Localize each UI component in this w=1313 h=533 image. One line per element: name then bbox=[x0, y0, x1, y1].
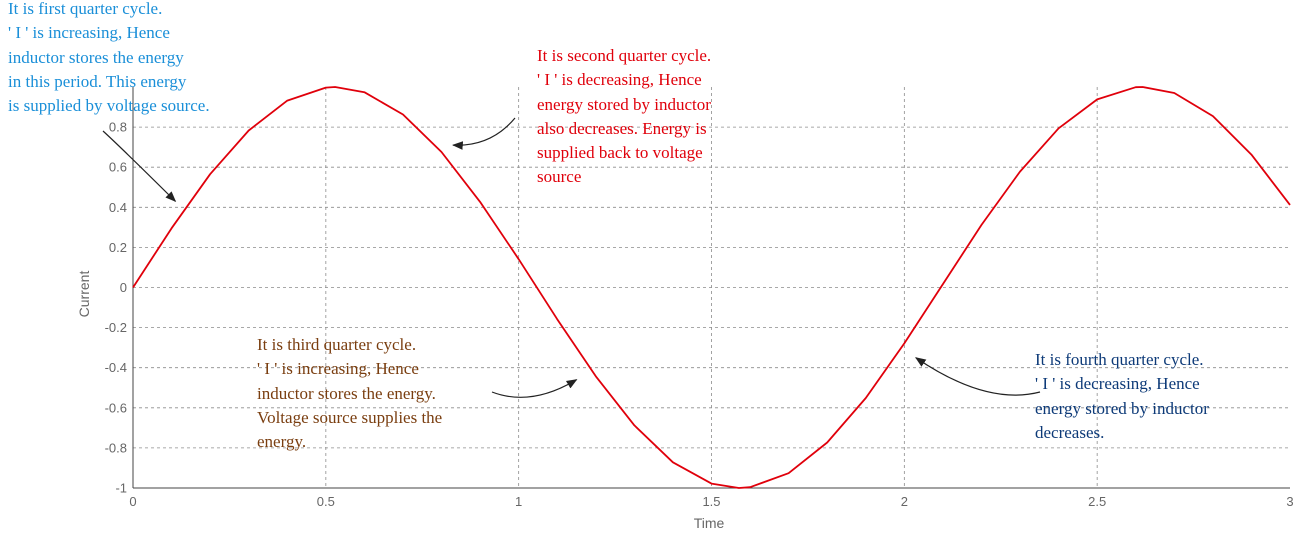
y-tick-label: -0.8 bbox=[105, 440, 127, 455]
y-tick-labels: -1 -0.8 -0.6 -0.4 -0.2 0 0.2 0.4 0.6 0.8 bbox=[105, 120, 127, 496]
annotation-first-quarter: It is first quarter cycle. ' I ' is incre… bbox=[8, 0, 210, 118]
annotation-fourth-quarter: It is fourth quarter cycle. ' I ' is decr… bbox=[1035, 348, 1209, 445]
y-tick-label: 0 bbox=[120, 280, 127, 295]
annotation-third-quarter: It is third quarter cycle. ' I ' is incre… bbox=[257, 333, 442, 454]
x-tick-label: 0.5 bbox=[317, 494, 335, 509]
annotation-line: Voltage source supplies the bbox=[257, 407, 443, 427]
x-tick-label: 0 bbox=[129, 494, 136, 509]
annotation-line: ' I ' is decreasing, Hence bbox=[537, 70, 702, 90]
x-axis-label: Time bbox=[694, 515, 725, 531]
annotation-line: energy. bbox=[257, 432, 307, 452]
annotation-line: ' I ' is increasing, Hence bbox=[8, 23, 170, 43]
current-series-line bbox=[132, 86, 1291, 489]
x-tick-label: 3 bbox=[1286, 494, 1293, 509]
annotation-arrow bbox=[915, 357, 1041, 396]
annotation-line: energy stored by inductor bbox=[537, 94, 711, 114]
annotation-line: is supplied by voltage source. bbox=[8, 96, 210, 116]
annotation-line: It is second quarter cycle. bbox=[537, 46, 712, 65]
y-tick-label: -1 bbox=[115, 481, 127, 496]
annotation-line: in this period. This energy bbox=[8, 71, 187, 91]
annotation-line: ' I ' is decreasing, Hence bbox=[1035, 374, 1200, 394]
y-tick-label: -0.6 bbox=[105, 400, 127, 415]
y-tick-label: 0.6 bbox=[109, 160, 127, 175]
annotation-second-quarter: It is second quarter cycle. ' I ' is decr… bbox=[537, 44, 711, 190]
x-tick-label: 1.5 bbox=[702, 494, 720, 509]
annotation-line: It is third quarter cycle. bbox=[257, 335, 417, 354]
annotation-line: decreases. bbox=[1035, 422, 1105, 442]
y-tick-label: 0.8 bbox=[109, 120, 127, 135]
annotation-arrow bbox=[452, 117, 516, 150]
y-axis-label: Current bbox=[76, 271, 92, 318]
y-tick-label: 0.2 bbox=[109, 240, 127, 255]
y-tick-label: -0.2 bbox=[105, 320, 127, 335]
annotation-arrow bbox=[102, 130, 177, 203]
annotation-line: source bbox=[537, 167, 582, 187]
x-tick-label: 2 bbox=[901, 494, 908, 509]
annotation-line: also decreases. Energy is bbox=[537, 118, 707, 138]
y-tick-label: 0.4 bbox=[109, 200, 127, 215]
x-tick-labels: 0 0.5 1 1.5 2 2.5 3 bbox=[129, 494, 1293, 509]
annotation-line: It is fourth quarter cycle. bbox=[1035, 350, 1204, 369]
annotation-line: inductor stores the energy bbox=[8, 47, 184, 67]
gridlines bbox=[133, 87, 1290, 488]
series-layer bbox=[132, 86, 1291, 489]
x-tick-label: 2.5 bbox=[1088, 494, 1106, 509]
annotation-line: ' I ' is increasing, Hence bbox=[257, 359, 419, 379]
annotation-arrows bbox=[102, 117, 1041, 398]
y-tick-label: -0.4 bbox=[105, 360, 127, 375]
annotation-line: It is first quarter cycle. bbox=[8, 0, 163, 18]
annotation-line: energy stored by inductor bbox=[1035, 398, 1209, 418]
annotation-arrow bbox=[491, 379, 578, 398]
annotation-line: supplied back to voltage bbox=[537, 143, 703, 163]
annotation-line: inductor stores the energy. bbox=[257, 383, 436, 403]
x-tick-label: 1 bbox=[515, 494, 522, 509]
